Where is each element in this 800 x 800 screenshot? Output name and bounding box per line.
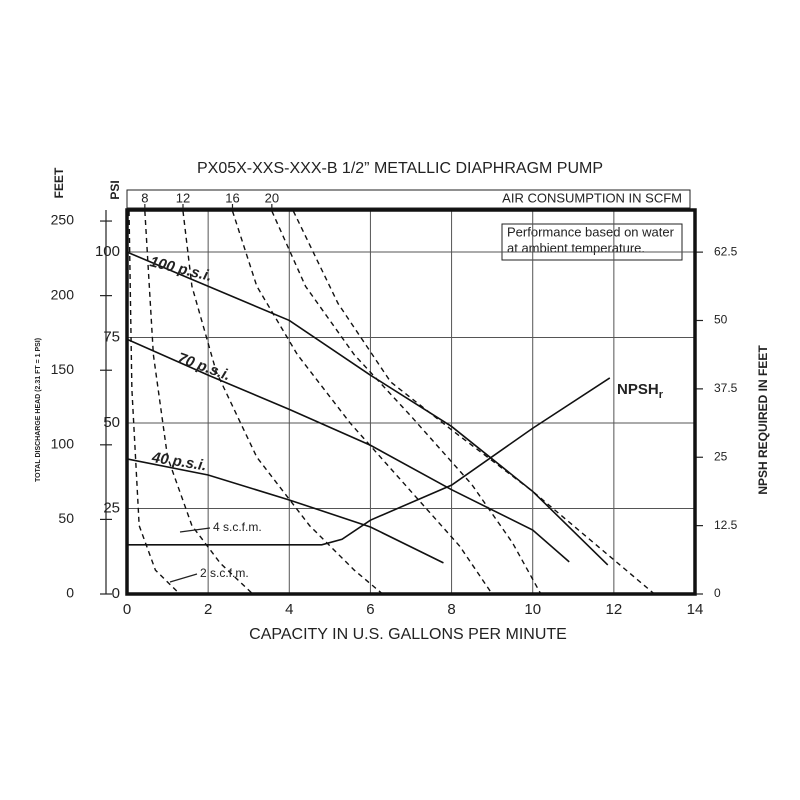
- y-tick-label: 0: [112, 585, 120, 602]
- feet-tick-label: 200: [51, 286, 75, 302]
- leader: [179, 527, 211, 533]
- y2-tick-label: 37.5: [714, 381, 738, 395]
- scfm-curve: [182, 210, 384, 594]
- scfm-curve: [231, 210, 493, 594]
- x-axis-label: CAPACITY IN U.S. GALLONS PER MINUTE: [249, 626, 567, 643]
- plot-frame: [125, 208, 697, 596]
- y2-tick-label: 0: [714, 586, 721, 600]
- x-tick-label: 12: [606, 601, 623, 618]
- series-label: NPSHr: [617, 381, 664, 401]
- scfm-curve: [292, 210, 655, 594]
- series-label: 70 p.s.i.: [175, 350, 233, 385]
- y2-axis-label: NPSH REQUIRED IN FEET: [756, 345, 770, 495]
- scfm-curve: [144, 210, 254, 594]
- feet-tick-label: 250: [51, 212, 75, 228]
- feet-tick-label: 50: [58, 510, 74, 526]
- series-line: [126, 338, 570, 563]
- feet-tick-label: 0: [66, 585, 74, 601]
- y2-tick-label: 12.5: [714, 518, 738, 532]
- y-tick-label: 25: [103, 499, 120, 516]
- x-tick-label: 0: [123, 601, 131, 618]
- series-name: NPSH: [617, 381, 659, 398]
- x-tick-label: 14: [687, 601, 704, 618]
- leader: [169, 573, 198, 583]
- note: Performance based on water: [507, 224, 675, 239]
- top-axis-strip: [126, 189, 691, 209]
- x-tick-label: 2: [204, 601, 212, 618]
- series-line: [126, 458, 444, 564]
- top-tick-label: 16: [225, 190, 239, 205]
- chart-title: PX05X-XXS-XXX-B 1/2” METALLIC DIAPHRAGM …: [197, 160, 603, 177]
- feet-tick-label: 100: [51, 436, 75, 452]
- y-tick-label: 50: [103, 414, 120, 431]
- psi-label: PSI: [108, 180, 122, 199]
- y2-tick-label: 25: [714, 449, 728, 463]
- y2-tick-label: 62.5: [714, 244, 738, 258]
- note-box: [501, 223, 683, 261]
- y2-tick-label: 50: [714, 313, 728, 327]
- series-label: 100 p.s.i.: [148, 253, 214, 285]
- top-tick-label: 12: [176, 190, 190, 205]
- x-tick-label: 4: [285, 601, 293, 618]
- top-tick-label: 8: [141, 190, 148, 205]
- feet-label: FEET: [52, 167, 66, 198]
- top-axis-label: AIR CONSUMPTION IN SCFM: [502, 190, 682, 205]
- x-tick-label: 8: [447, 601, 455, 618]
- x-tick-label: 6: [366, 601, 374, 618]
- series-subscript: r: [659, 389, 664, 401]
- annotation: 2 s.c.f.m.: [200, 566, 249, 580]
- feet-sublabel: TOTAL DISCHARGE HEAD (2.31 FT = 1 PSI): [35, 338, 42, 482]
- top-tick-label: 20: [265, 190, 279, 205]
- scfm-curve: [128, 211, 181, 594]
- annotation: 4 s.c.f.m.: [213, 520, 262, 534]
- feet-tick-label: 150: [51, 361, 75, 377]
- scfm-curve: [271, 210, 542, 594]
- y-tick-label: 75: [103, 329, 120, 346]
- series-line: [127, 377, 611, 546]
- x-tick-label: 10: [524, 601, 541, 618]
- series-line: [126, 251, 609, 566]
- note: at ambient temperature.: [507, 240, 645, 255]
- series-label: 40 p.s.i.: [150, 449, 208, 475]
- y-tick-label: 100: [95, 243, 120, 260]
